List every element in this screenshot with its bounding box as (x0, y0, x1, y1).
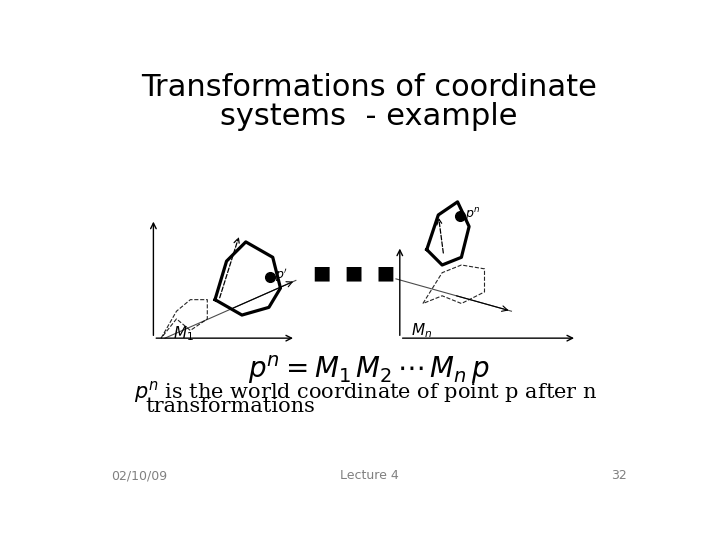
Text: $p^n{=}M_1\,M_2\,{\cdots}\,M_n\,p$: $p^n{=}M_1\,M_2\,{\cdots}\,M_n\,p$ (248, 354, 490, 386)
Text: systems  - example: systems - example (220, 102, 518, 131)
Text: ■  ■  ■: ■ ■ ■ (312, 263, 395, 282)
Text: transformations: transformations (145, 397, 315, 416)
Text: Lecture 4: Lecture 4 (340, 469, 398, 482)
Text: 02/10/09: 02/10/09 (111, 469, 167, 482)
Text: $p^n$ is the world coordinate of point p after n: $p^n$ is the world coordinate of point p… (134, 379, 598, 405)
Text: $p^n$: $p^n$ (465, 206, 481, 222)
Text: 32: 32 (611, 469, 627, 482)
Text: $M_n$: $M_n$ (411, 321, 433, 340)
Text: Transformations of coordinate: Transformations of coordinate (141, 72, 597, 102)
Text: $p'$: $p'$ (275, 266, 288, 284)
Text: $M_1$: $M_1$ (173, 325, 194, 343)
